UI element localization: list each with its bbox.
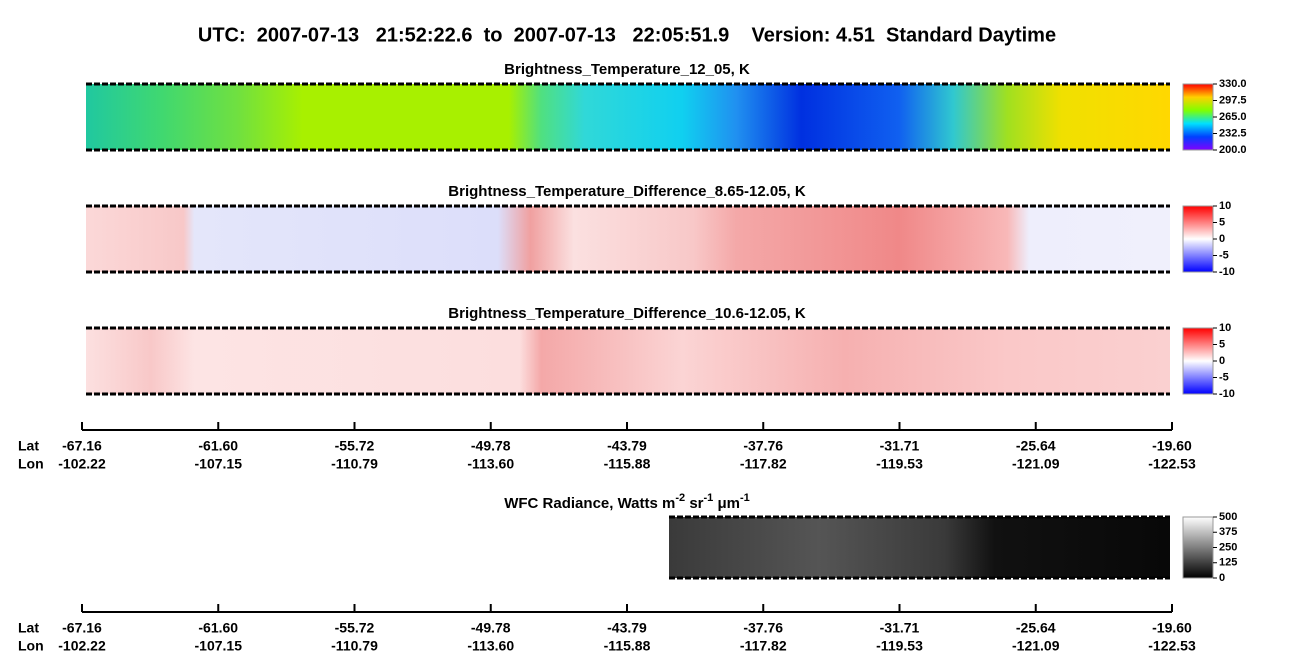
axis-label: Lon (18, 638, 44, 654)
title-part: sr (685, 495, 704, 512)
image-strip (86, 84, 1170, 150)
lat-tick-label: -55.72 (335, 438, 375, 454)
panel-title: Brightness_Temperature_12_05, K (504, 61, 750, 78)
colorbar-tick-label: 232.5 (1219, 127, 1247, 139)
lat-tick-label: -19.60 (1152, 438, 1192, 454)
colorbar-tick-label: 5 (1219, 216, 1225, 228)
lon-tick-label: -121.09 (1012, 456, 1060, 472)
colorbar-tick-label: 297.5 (1219, 94, 1247, 106)
lon-tick-label: -122.53 (1148, 456, 1196, 472)
colorbar-tick-label: 330.0 (1219, 78, 1247, 90)
lat-tick-label: -49.78 (471, 438, 511, 454)
lon-tick-label: -115.88 (604, 638, 651, 654)
lon-tick-label: -117.82 (740, 456, 787, 472)
lat-tick-label: -37.76 (743, 438, 783, 454)
page-title: UTC: 2007-07-13 21:52:22.6 to 2007-07-13… (198, 24, 1056, 46)
lon-tick-label: -102.22 (58, 456, 106, 472)
axis-label: Lat (18, 620, 39, 636)
colorbar-tick-label: 5 (1219, 338, 1225, 350)
lon-tick-label: -119.53 (876, 456, 923, 472)
image-strip (86, 206, 1170, 272)
lat-tick-label: -67.16 (62, 438, 102, 454)
lat-tick-label: -31.71 (880, 438, 920, 454)
colorbar-tick-label: -10 (1219, 266, 1235, 278)
colorbar-tick-label: 10 (1219, 322, 1231, 334)
lon-tick-label: -110.79 (331, 456, 378, 472)
colorbar-tick-label: 0 (1219, 572, 1225, 584)
colorbar (1182, 327, 1214, 395)
lon-tick-label: -113.60 (467, 456, 514, 472)
lat-tick-label: -25.64 (1016, 438, 1056, 454)
lat-tick-label: -55.72 (335, 620, 375, 636)
lon-tick-label: -117.82 (740, 638, 787, 654)
lat-tick-label: -25.64 (1016, 620, 1056, 636)
colorbar-tick-label: 10 (1219, 200, 1231, 212)
image-strip (86, 328, 1170, 394)
lat-tick-label: -31.71 (880, 620, 920, 636)
lat-tick-label: -61.60 (198, 438, 238, 454)
superscript: -2 (675, 492, 685, 504)
colorbar-tick-label: -5 (1219, 371, 1229, 383)
colorbar-tick-label: 125 (1219, 557, 1237, 569)
lat-tick-label: -61.60 (198, 620, 238, 636)
lat-tick-label: -19.60 (1152, 620, 1192, 636)
lat-tick-label: -49.78 (471, 620, 511, 636)
lat-tick-label: -43.79 (607, 620, 647, 636)
axis-label: Lon (18, 456, 44, 472)
image-strip (669, 517, 1170, 578)
colorbar-tick-label: 500 (1219, 511, 1237, 523)
lon-tick-label: -122.53 (1148, 638, 1196, 654)
colorbar (1182, 516, 1214, 579)
lon-tick-label: -102.22 (58, 638, 106, 654)
panel-title: WFC Radiance, Watts m-2 sr-1 μm-1 (504, 492, 750, 512)
title-part: WFC Radiance, Watts m (504, 495, 675, 512)
lat-tick-label: -43.79 (607, 438, 647, 454)
colorbar-tick-label: 265.0 (1219, 111, 1247, 123)
lon-tick-label: -107.15 (195, 638, 243, 654)
title-part: μm (713, 495, 740, 512)
colorbar-tick-label: 200.0 (1219, 144, 1247, 156)
colorbar (1182, 205, 1214, 273)
colorbar (1182, 83, 1214, 151)
colorbar-tick-label: 250 (1219, 541, 1237, 553)
colorbar-tick-label: 375 (1219, 526, 1237, 538)
lat-tick-label: -37.76 (743, 620, 783, 636)
superscript: -1 (704, 492, 714, 504)
lon-tick-label: -113.60 (467, 638, 514, 654)
lon-tick-label: -115.88 (604, 456, 651, 472)
colorbar-tick-label: 0 (1219, 355, 1225, 367)
lon-tick-label: -121.09 (1012, 638, 1060, 654)
colorbar-tick-label: 0 (1219, 233, 1225, 245)
lon-tick-label: -110.79 (331, 638, 378, 654)
panel-title: Brightness_Temperature_Difference_10.6-1… (448, 305, 806, 322)
superscript: -1 (740, 492, 750, 504)
colorbar-tick-label: -5 (1219, 249, 1229, 261)
lon-tick-label: -107.15 (195, 456, 243, 472)
axis-label: Lat (18, 438, 39, 454)
panel-title: Brightness_Temperature_Difference_8.65-1… (448, 183, 806, 200)
lon-tick-label: -119.53 (876, 638, 923, 654)
colorbar-tick-label: -10 (1219, 388, 1235, 400)
lat-tick-label: -67.16 (62, 620, 102, 636)
